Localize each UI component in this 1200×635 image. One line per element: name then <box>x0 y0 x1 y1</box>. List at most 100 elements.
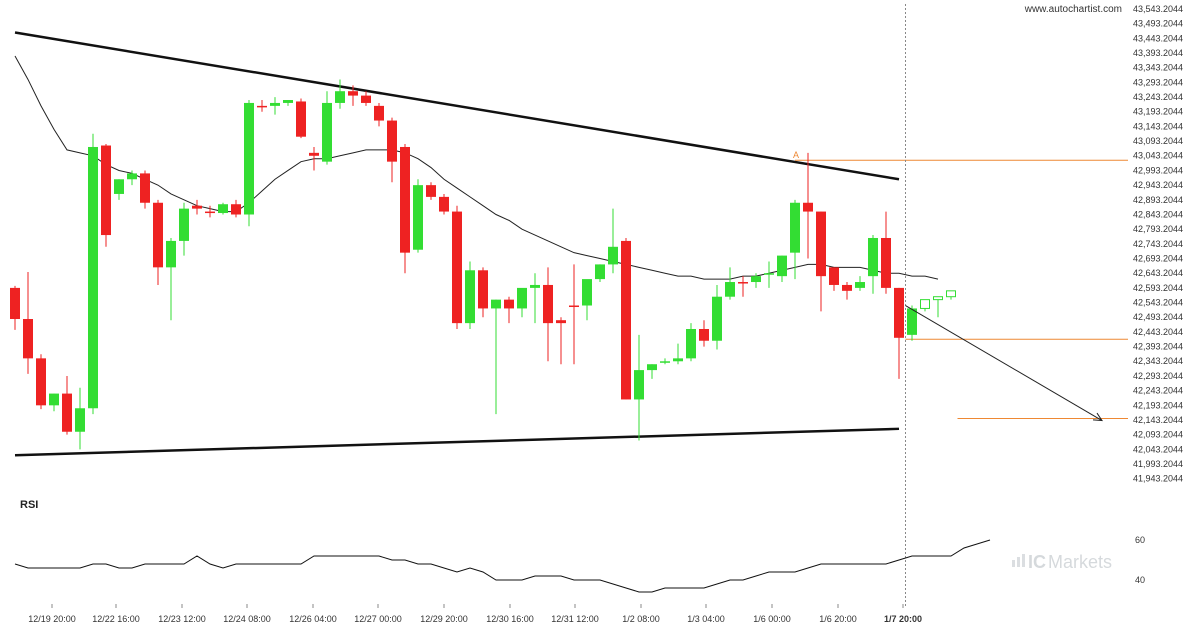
candle-body <box>244 102 254 215</box>
brand-logo: IC Markets <box>1012 552 1112 572</box>
watermark-text[interactable]: www.autochartist.com <box>1024 4 1122 15</box>
candle-body <box>140 173 150 203</box>
candle-body <box>114 179 124 194</box>
candle-body <box>335 91 345 103</box>
y-tick-label: 42,393.2044 <box>1133 342 1183 352</box>
brand-bar-1 <box>1012 560 1015 567</box>
candles <box>10 79 956 450</box>
candle-body <box>933 296 943 301</box>
resistance-level-marker: A <box>793 150 799 160</box>
x-tick-label: 12/30 16:00 <box>486 614 534 624</box>
candle-body <box>361 95 371 103</box>
y-tick-label: 42,293.2044 <box>1133 371 1183 381</box>
x-tick-label: 1/2 08:00 <box>622 614 660 624</box>
y-tick-label: 42,843.2044 <box>1133 209 1183 219</box>
candle-body <box>62 393 72 432</box>
y-tick-label: 42,693.2044 <box>1133 253 1183 263</box>
y-tick-label: 42,043.2044 <box>1133 444 1183 454</box>
y-tick-label: 42,793.2044 <box>1133 224 1183 234</box>
y-tick-label: 41,993.2044 <box>1133 459 1183 469</box>
rsi-line <box>14 539 991 593</box>
y-tick-label: 42,143.2044 <box>1133 415 1183 425</box>
candle-body <box>803 202 813 212</box>
candle-body <box>647 364 657 371</box>
y-tick-label: 41,943.2044 <box>1133 474 1183 484</box>
x-tick-label: 12/31 12:00 <box>551 614 599 624</box>
candle-body <box>556 320 566 324</box>
candle-body <box>49 393 59 406</box>
y-tick-label: 43,043.2044 <box>1133 151 1183 161</box>
candle-body <box>296 101 306 137</box>
candle-body <box>712 296 722 341</box>
resistance-line <box>14 31 900 181</box>
y-tick-label: 42,643.2044 <box>1133 268 1183 278</box>
y-tick-label: 42,593.2044 <box>1133 283 1183 293</box>
candle-body <box>270 102 280 106</box>
candle-body <box>439 196 449 212</box>
x-tick-label: 12/26 04:00 <box>289 614 337 624</box>
y-tick-label: 42,893.2044 <box>1133 195 1183 205</box>
y-tick-label: 43,093.2044 <box>1133 136 1183 146</box>
pattern-lines <box>14 31 900 457</box>
brand-logo-name: Markets <box>1048 552 1112 572</box>
candle-body <box>400 146 410 253</box>
candle-body <box>387 120 397 162</box>
support-line <box>14 427 900 457</box>
candle-body <box>36 358 46 406</box>
y-tick-label: 43,193.2044 <box>1133 107 1183 117</box>
y-tick-label: 43,243.2044 <box>1133 92 1183 102</box>
y-tick-label: 42,243.2044 <box>1133 386 1183 396</box>
candle-body <box>855 282 865 288</box>
brand-bar-3 <box>1022 554 1025 567</box>
candle-body <box>751 276 761 283</box>
candle-body <box>153 202 163 268</box>
candle-body <box>764 273 774 275</box>
candle-body <box>23 319 33 359</box>
x-tick-label: 12/22 16:00 <box>92 614 140 624</box>
y-tick-label: 43,293.2044 <box>1133 77 1183 87</box>
candle-body <box>660 361 670 363</box>
candle-body <box>686 328 696 359</box>
candle-body <box>829 267 839 285</box>
candle-body <box>205 211 215 214</box>
y-tick-label: 43,343.2044 <box>1133 63 1183 73</box>
candle-body <box>699 328 709 341</box>
x-tick-label: 12/23 12:00 <box>158 614 206 624</box>
candle-body <box>816 211 826 277</box>
candle-body <box>426 185 436 197</box>
y-tick-label: 42,493.2044 <box>1133 312 1183 322</box>
axes: 43,543.2044 43,493.2044 43,443.2044 43,393.… <box>28 4 1183 624</box>
candle-body <box>517 287 527 309</box>
y-tick-label: 42,193.2044 <box>1133 400 1183 410</box>
candle-body <box>738 282 748 284</box>
candle-body <box>673 358 683 362</box>
rsi-panel <box>14 539 991 593</box>
y-tick-label: 42,343.2044 <box>1133 356 1183 366</box>
projection <box>905 305 1103 422</box>
y-tick-label: 42,943.2044 <box>1133 180 1183 190</box>
candle-body <box>543 284 553 324</box>
candle-body <box>88 146 98 409</box>
y-tick-label: 42,743.2044 <box>1133 239 1183 249</box>
y-tick-label: 43,143.2044 <box>1133 121 1183 131</box>
candle-body <box>634 370 644 400</box>
candle-body <box>75 408 85 432</box>
candle-body <box>452 211 462 324</box>
x-tick-label: 1/7 20:00 <box>884 614 922 624</box>
candle-body <box>842 284 852 291</box>
projection-arrowhead <box>1092 412 1103 422</box>
candle-body <box>504 299 514 309</box>
y-tick-label: 42,443.2044 <box>1133 327 1183 337</box>
y-tick-label: 43,543.2044 <box>1133 4 1183 14</box>
rsi-y-tick-label: 40 <box>1135 575 1145 585</box>
x-tick-label: 12/19 20:00 <box>28 614 76 624</box>
candle-body <box>101 145 111 236</box>
y-tick-label: 43,493.2044 <box>1133 19 1183 29</box>
candle-body <box>127 173 137 180</box>
y-tick-label: 43,393.2044 <box>1133 48 1183 58</box>
candle-body <box>491 299 501 309</box>
x-tick-label: 12/24 08:00 <box>223 614 271 624</box>
x-tick-label: 1/3 04:00 <box>687 614 725 624</box>
x-tick-label: 12/29 20:00 <box>420 614 468 624</box>
